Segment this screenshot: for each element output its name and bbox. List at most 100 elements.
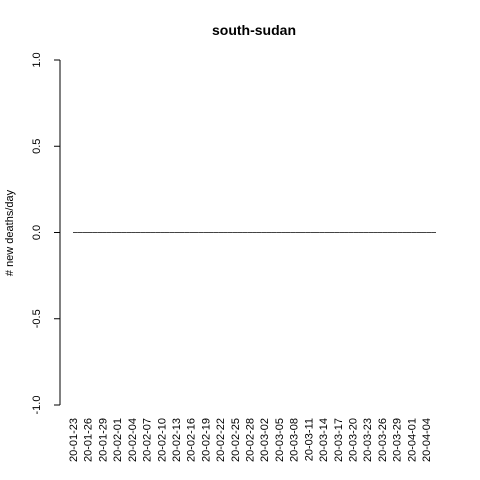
bar — [377, 232, 383, 233]
bar — [102, 232, 107, 233]
bar — [237, 232, 243, 233]
bar — [213, 232, 219, 233]
y-axis-label: # new deaths/day — [4, 189, 16, 276]
bar — [218, 232, 224, 233]
bar — [281, 232, 286, 233]
bar — [106, 232, 112, 233]
x-tick-label: 20-03-08 — [289, 418, 301, 462]
bar — [402, 232, 407, 233]
bar — [92, 232, 98, 233]
bar — [208, 232, 214, 233]
x-tick-label: 20-02-16 — [186, 418, 198, 462]
bar — [266, 232, 272, 233]
x-tick-label: 20-03-11 — [303, 418, 315, 461]
bar — [353, 232, 359, 233]
bar — [223, 232, 228, 233]
x-tick-label: 20-02-19 — [200, 418, 212, 462]
chart-title: south-sudan — [212, 22, 296, 38]
x-tick-label: 20-04-01 — [406, 418, 418, 462]
bar — [77, 232, 83, 233]
bar — [368, 232, 374, 233]
x-tick-label: 20-02-04 — [127, 418, 139, 462]
bar — [256, 232, 262, 233]
x-tick-label: 20-03-17 — [333, 418, 345, 462]
x-tick-label: 20-03-26 — [377, 418, 389, 462]
bar — [373, 232, 378, 233]
bar — [411, 232, 417, 233]
bar — [305, 232, 311, 233]
bar — [126, 232, 132, 233]
bar — [111, 232, 117, 233]
bar — [227, 232, 233, 233]
bar — [421, 232, 427, 233]
x-tick-label: 20-02-22 — [215, 418, 227, 462]
bar — [145, 232, 151, 233]
x-tick-labels: 20-01-23 20-01-26 20-01-29 20-02-01 20-02-04… — [68, 418, 433, 462]
bar — [261, 232, 267, 233]
y-tick-label: 0.0 — [31, 225, 43, 240]
x-tick-label: 20-02-01 — [112, 418, 124, 462]
x-tick-label: 20-02-28 — [245, 418, 257, 462]
bar — [160, 232, 165, 233]
bar — [174, 232, 180, 233]
bar — [339, 232, 345, 233]
bar — [387, 232, 393, 233]
bar — [348, 232, 354, 233]
bar — [121, 232, 127, 233]
x-tick-label: 20-02-25 — [230, 418, 242, 462]
bar — [285, 232, 291, 233]
bar — [198, 232, 204, 233]
x-tick-label: 20-03-20 — [347, 418, 359, 462]
x-tick-label: 20-03-02 — [259, 418, 271, 462]
bar — [164, 232, 170, 233]
x-tick-label: 20-03-05 — [274, 418, 286, 462]
bar — [135, 232, 141, 233]
x-tick-label: 20-02-10 — [156, 418, 168, 462]
bar — [319, 232, 325, 233]
bar — [73, 232, 78, 233]
bar — [184, 232, 190, 233]
bar — [324, 232, 330, 233]
y-ticks: -1.0 -0.5 0.0 0.5 1.0 — [31, 52, 60, 414]
bar — [179, 232, 185, 233]
y-tick-label: -0.5 — [31, 309, 43, 328]
bar — [189, 232, 194, 233]
bar — [232, 232, 238, 233]
bar — [300, 232, 306, 233]
y-tick-label: 0.5 — [31, 139, 43, 154]
bar — [426, 232, 432, 233]
bar — [392, 232, 398, 233]
bar — [358, 232, 364, 233]
bar — [87, 232, 93, 233]
x-tick-label: 20-04-04 — [421, 418, 433, 462]
x-tick-label: 20-02-13 — [171, 418, 183, 462]
bar — [169, 232, 175, 233]
x-tick-label: 20-02-07 — [142, 418, 154, 462]
x-tick-label: 20-03-29 — [392, 418, 404, 462]
bar — [382, 232, 388, 233]
bar — [150, 232, 156, 233]
x-tick-label: 20-01-23 — [68, 418, 80, 462]
bar — [334, 232, 340, 233]
bar — [140, 232, 146, 233]
bar — [242, 232, 248, 233]
x-tick-label: 20-01-29 — [97, 418, 109, 462]
bar — [431, 232, 436, 233]
bar — [397, 232, 403, 233]
bar — [276, 232, 282, 233]
y-tick-label: -1.0 — [31, 396, 43, 415]
bar — [310, 232, 315, 233]
bar — [247, 232, 253, 233]
bar — [194, 232, 199, 233]
bar — [416, 232, 422, 233]
x-tick-label: 20-03-23 — [362, 418, 374, 462]
bar — [406, 232, 412, 233]
bar — [344, 232, 349, 233]
bar — [116, 232, 122, 233]
bar — [155, 232, 161, 233]
bar — [295, 232, 301, 233]
bar — [203, 232, 209, 233]
bar — [315, 232, 320, 233]
bar — [363, 232, 369, 233]
